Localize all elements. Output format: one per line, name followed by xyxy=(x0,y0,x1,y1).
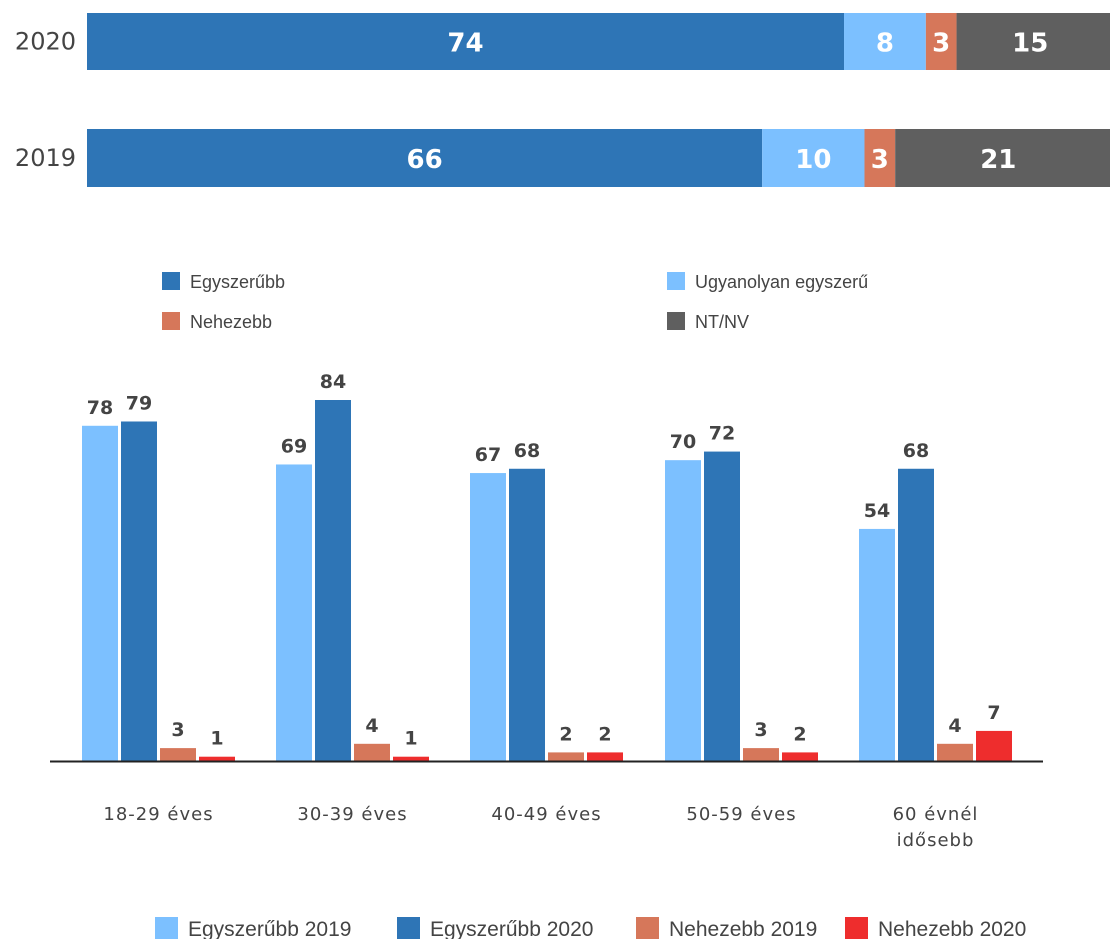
bar-value-nehezebb-2020-40-49-eves: 2 xyxy=(598,723,611,745)
category-label-30-39-eves: 30-39 éves xyxy=(297,804,407,825)
bar-nehezebb-2019-50-59-eves xyxy=(743,748,779,761)
bar-segment-egyszerubb-2019 xyxy=(87,129,763,187)
legend-swatch-egyszerubb-2019 xyxy=(155,917,178,939)
legend-swatch-nehezebb-2019 xyxy=(636,917,659,939)
bar-egyszerubb-2020-40-49-eves xyxy=(509,468,545,761)
bar-segment-nt-nv-2020 xyxy=(956,13,1110,70)
segment-value-nehezebb-2019: 3 xyxy=(871,145,889,175)
grouped-bar-chart: 78 79 3 1 18-29 éves 69 84 4 1 30-39 éves 67 68 2 2 40… xyxy=(50,371,1043,851)
bar-segment-nehezebb-2019 xyxy=(864,129,896,187)
segment-value-nt-nv-2019: 21 xyxy=(980,145,1016,175)
row-label-2020: 2020 xyxy=(15,28,76,56)
bar-segment-ugyanolyan-egyszeru-2019 xyxy=(762,129,865,187)
stacked-bar-legend: Egyszerűbb Ugyanolyan egyszerű Nehezebb NT/… xyxy=(162,272,868,332)
stacked-bar-chart: 2020 74 8 3 15 2019 66 10 3 21 xyxy=(15,13,1110,187)
legend-swatch-egyszerubb-2020 xyxy=(397,917,420,939)
bar-nehezebb-2020-60-evnel-idosebb xyxy=(976,730,1012,761)
legend-label-nehezebb: Nehezebb xyxy=(190,312,272,332)
row-label-2019: 2019 xyxy=(15,144,76,172)
bar-egyszerubb-2020-50-59-eves xyxy=(704,451,740,761)
bar-value-egyszerubb-2019-18-29-eves: 78 xyxy=(87,397,113,419)
bar-segment-ugyanolyan-egyszeru-2020 xyxy=(844,13,926,70)
bar-nehezebb-2019-40-49-eves xyxy=(548,752,584,761)
bar-nehezebb-2020-50-59-eves xyxy=(782,752,818,761)
bar-nehezebb-2020-30-39-eves xyxy=(393,756,429,761)
legend-swatch-nehezebb-2020 xyxy=(845,917,868,939)
bar-value-nehezebb-2020-50-59-eves: 2 xyxy=(793,723,806,745)
legend-swatch-ugyanolyan-egyszeru xyxy=(667,272,685,290)
segment-value-ugyanolyan-egyszeru-2020: 8 xyxy=(876,29,894,59)
bar-value-egyszerubb-2020-60-evnel-idosebb: 68 xyxy=(903,440,929,462)
bar-nehezebb-2019-18-29-eves xyxy=(160,748,196,761)
bar-value-egyszerubb-2020-30-39-eves: 84 xyxy=(320,371,346,393)
legend-label-nt-nv: NT/NV xyxy=(695,312,749,332)
legend-label-egyszerubb-2019: Egyszerűbb 2019 xyxy=(188,918,351,939)
bar-value-nehezebb-2020-18-29-eves: 1 xyxy=(210,728,223,750)
legend-swatch-nehezebb xyxy=(162,312,180,330)
segment-value-egyszerubb-2019: 66 xyxy=(406,145,442,175)
segment-value-nehezebb-2020: 3 xyxy=(932,29,950,59)
legend-label-egyszerubb-2020: Egyszerűbb 2020 xyxy=(430,918,593,939)
bar-value-egyszerubb-2019-50-59-eves: 70 xyxy=(670,431,696,453)
bar-value-nehezebb-2020-60-evnel-idosebb: 7 xyxy=(987,702,1000,724)
bar-value-egyszerubb-2019-40-49-eves: 67 xyxy=(475,444,501,466)
bar-value-egyszerubb-2020-18-29-eves: 79 xyxy=(126,392,152,414)
legend-label-egyszerubb: Egyszerűbb xyxy=(190,272,285,292)
legend-label-ugyanolyan-egyszeru: Ugyanolyan egyszerű xyxy=(695,272,868,292)
legend-swatch-egyszerubb xyxy=(162,272,180,290)
bar-egyszerubb-2019-18-29-eves xyxy=(82,425,118,761)
segment-value-ugyanolyan-egyszeru-2019: 10 xyxy=(795,145,831,175)
bar-value-nehezebb-2019-18-29-eves: 3 xyxy=(171,719,184,741)
bar-nehezebb-2020-18-29-eves xyxy=(199,756,235,761)
bar-value-nehezebb-2019-30-39-eves: 4 xyxy=(365,715,378,737)
bar-value-egyszerubb-2020-40-49-eves: 68 xyxy=(514,440,540,462)
bar-value-nehezebb-2019-40-49-eves: 2 xyxy=(559,723,572,745)
legend-swatch-nt-nv xyxy=(667,312,685,330)
grouped-bar-legend: Egyszerűbb 2019 Egyszerűbb 2020 Nehezebb 2… xyxy=(155,917,1026,939)
bar-segment-nt-nv-2019 xyxy=(895,129,1110,187)
bar-egyszerubb-2020-30-39-eves xyxy=(315,400,351,761)
bar-nehezebb-2019-30-39-eves xyxy=(354,743,390,761)
category-label-18-29-eves: 18-29 éves xyxy=(103,804,213,825)
category-label-50-59-eves: 50-59 éves xyxy=(686,804,796,825)
bar-egyszerubb-2020-18-29-eves xyxy=(121,421,157,761)
bar-value-egyszerubb-2019-30-39-eves: 69 xyxy=(281,435,307,457)
bar-value-egyszerubb-2020-50-59-eves: 72 xyxy=(709,423,735,445)
bar-egyszerubb-2019-30-39-eves xyxy=(276,464,312,761)
segment-value-egyszerubb-2020: 74 xyxy=(447,29,483,59)
bar-value-nehezebb-2019-50-59-eves: 3 xyxy=(754,719,767,741)
bar-value-nehezebb-2020-30-39-eves: 1 xyxy=(404,728,417,750)
bar-nehezebb-2019-60-evnel-idosebb xyxy=(937,743,973,761)
legend-label-nehezebb-2019: Nehezebb 2019 xyxy=(669,918,817,939)
bar-egyszerubb-2019-40-49-eves xyxy=(470,473,506,761)
bar-value-egyszerubb-2019-60-evnel-idosebb: 54 xyxy=(864,500,890,522)
bar-egyszerubb-2019-50-59-eves xyxy=(665,460,701,761)
bar-egyszerubb-2019-60-evnel-idosebb xyxy=(859,528,895,761)
bar-egyszerubb-2020-60-evnel-idosebb xyxy=(898,468,934,761)
bar-value-nehezebb-2019-60-evnel-idosebb: 4 xyxy=(948,715,961,737)
segment-value-nt-nv-2020: 15 xyxy=(1012,29,1048,59)
bar-nehezebb-2020-40-49-eves xyxy=(587,752,623,761)
bar-segment-egyszerubb-2020 xyxy=(87,13,845,70)
category-label-60-evnel-idosebb: 60 évnél idősebb xyxy=(893,804,979,851)
bar-segment-nehezebb-2020 xyxy=(925,13,957,70)
category-label-40-49-eves: 40-49 éves xyxy=(491,804,601,825)
legend-label-nehezebb-2020: Nehezebb 2020 xyxy=(878,918,1026,939)
